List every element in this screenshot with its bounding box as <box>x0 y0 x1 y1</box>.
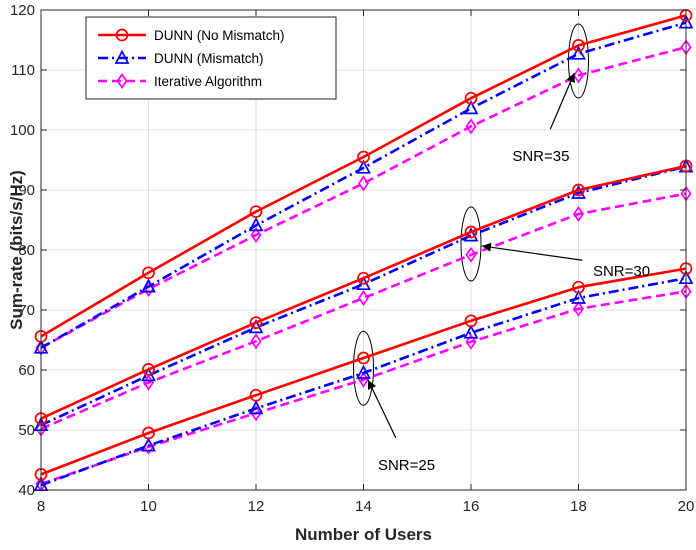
data-point-marker <box>465 246 477 263</box>
series-line <box>40 165 687 427</box>
data-point-marker <box>356 159 371 174</box>
series-group-0 <box>33 9 694 356</box>
data-point-marker <box>141 437 156 452</box>
x-axis-title: Number of Users <box>295 525 432 544</box>
series-line <box>40 192 687 430</box>
y-axis-title: Sum-rate (bits/s/Hz) <box>7 170 26 330</box>
series-line <box>40 276 687 487</box>
data-point-marker <box>357 175 370 192</box>
data-point-marker <box>250 227 262 243</box>
data-point-marker <box>357 271 370 285</box>
legend-label: Iterative Algorithm <box>154 74 262 89</box>
annotations: SNR=35 SNR=30 SNR=25 <box>367 72 650 474</box>
data-point-marker <box>464 91 478 105</box>
annotation-arrow-line <box>549 72 575 130</box>
y-tick-label: 80 <box>18 242 35 259</box>
axis-ticks: 8 10 12 14 16 18 20 40 50 60 70 80 90 100 110 120 <box>10 2 694 515</box>
legend-label: DUNN (Mismatch) <box>154 51 264 66</box>
data-point-marker <box>357 351 370 365</box>
legend-marker <box>114 49 130 64</box>
legend-label: DUNN (No Mismatch) <box>154 28 285 43</box>
data-point-marker <box>572 183 585 197</box>
data-point-marker <box>463 324 479 339</box>
data-point-marker <box>250 405 262 422</box>
data-point-marker <box>572 280 585 294</box>
legend-marker <box>116 73 128 89</box>
data-point-marker <box>572 206 585 222</box>
y-tick-label: 90 <box>18 182 35 199</box>
data-point-marker <box>465 118 477 135</box>
annotation-label: SNR=30 <box>593 263 650 280</box>
annotation-arrow-head <box>367 379 377 391</box>
x-tick-label: 14 <box>355 498 372 515</box>
data-point-marker <box>356 364 371 379</box>
x-tick-label: 12 <box>248 498 265 515</box>
annotation-label: SNR=35 <box>512 148 569 165</box>
series-line <box>40 267 687 476</box>
y-tick-label: 100 <box>10 122 35 139</box>
data-point-marker <box>249 205 263 218</box>
data-point-marker <box>250 333 262 350</box>
annotation-arrow-head <box>566 72 575 84</box>
data-point-marker <box>572 67 585 84</box>
x-tick-label: 10 <box>140 498 157 515</box>
data-point-marker <box>571 45 586 60</box>
legend-box <box>85 16 337 100</box>
y-tick-label: 120 <box>10 2 35 19</box>
data-point-marker <box>142 426 155 440</box>
data-point-marker <box>249 388 263 402</box>
x-tick-label: 8 <box>37 498 45 515</box>
x-tick-label: 16 <box>463 498 480 515</box>
legend-marker <box>115 28 129 42</box>
data-point-marker <box>463 227 479 242</box>
legend: DUNN (No Mismatch) DUNN (Mismatch) Iterati… <box>85 16 337 100</box>
data-point-marker <box>572 39 585 52</box>
series-layer <box>33 9 694 492</box>
y-tick-label: 60 <box>18 362 35 379</box>
series-group-2 <box>33 262 694 492</box>
x-tick-label: 20 <box>678 498 695 515</box>
y-tick-label: 70 <box>18 302 35 319</box>
series-line <box>40 164 687 420</box>
data-point-marker <box>357 150 370 164</box>
annotation-arrow-line <box>367 379 397 438</box>
series-line <box>40 21 687 349</box>
data-point-marker <box>571 289 586 304</box>
data-point-marker <box>572 300 585 317</box>
data-point-marker <box>464 225 478 239</box>
data-point-marker <box>142 363 155 376</box>
series-line <box>40 14 687 338</box>
data-point-marker <box>463 100 479 115</box>
data-point-marker <box>249 316 263 329</box>
annotation-label: SNR=25 <box>378 457 435 474</box>
annotation-ellipse <box>568 23 589 99</box>
data-point-marker <box>141 278 156 293</box>
annotation-ellipse <box>460 206 482 282</box>
data-point-marker <box>248 400 264 415</box>
data-point-marker <box>248 217 264 232</box>
annotation-arrow-head <box>481 242 492 252</box>
data-point-marker <box>465 333 477 350</box>
y-tick-label: 50 <box>18 422 35 439</box>
data-point-marker <box>357 290 370 306</box>
annotation-arrow-line <box>481 245 583 261</box>
y-tick-label: 110 <box>11 62 35 79</box>
y-tick-label: 40 <box>18 482 35 499</box>
annotation-ellipse <box>353 330 374 406</box>
data-point-marker <box>142 266 155 280</box>
data-point-marker <box>464 314 478 328</box>
x-tick-label: 18 <box>570 498 587 515</box>
series-line <box>40 45 687 349</box>
annotation-ellipses <box>353 23 589 406</box>
series-group-1 <box>33 158 694 437</box>
